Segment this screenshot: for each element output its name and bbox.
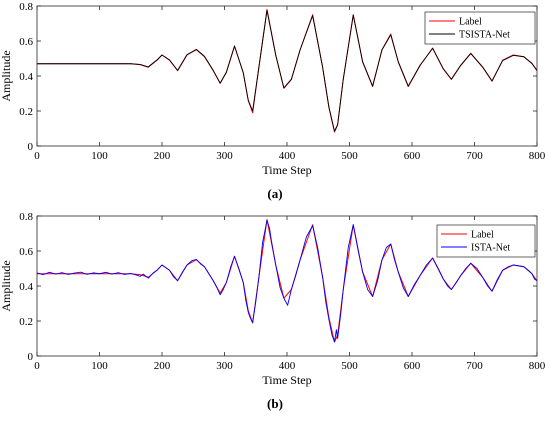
y-axis-label: Amplitude (0, 260, 13, 311)
x-tick-label: 700 (466, 150, 483, 162)
x-tick-label: 500 (341, 360, 358, 372)
x-tick-label: 300 (216, 150, 233, 162)
y-tick-label: 0.4 (19, 71, 33, 83)
series-line-ista-net (36, 219, 538, 343)
x-tick-label: 700 (466, 360, 483, 372)
x-tick-label: 100 (91, 150, 108, 162)
x-tick-label: 800 (529, 150, 546, 162)
panel-label: (a) (267, 186, 282, 201)
y-tick-label: 0 (28, 351, 34, 363)
x-tick-label: 300 (216, 360, 233, 372)
y-tick-label: 0.2 (19, 316, 33, 328)
panel-label: (b) (267, 396, 283, 411)
x-tick-label: 0 (34, 360, 40, 372)
chart-panel-a: 0 100 200 300 400 500 600 700 800 0 0.2 0.4 0.6 0.8 Ti… (0, 1, 546, 201)
x-axis-label: Time Step (262, 373, 311, 387)
y-axis-label: Amplitude (0, 50, 13, 101)
x-tick-label: 200 (154, 360, 171, 372)
x-tick-label: 600 (404, 150, 421, 162)
y-tick-label: 0 (28, 141, 34, 153)
legend-label: Label (471, 230, 494, 241)
x-tick-label: 0 (34, 150, 40, 162)
series-line-tsista-net (37, 9, 538, 132)
legend-label: TSISTA-Net (459, 30, 510, 41)
y-tick-label: 0.8 (19, 1, 33, 13)
x-axis-label: Time Step (262, 163, 311, 177)
y-tick-label: 0.6 (19, 36, 33, 48)
x-tick-label: 400 (279, 360, 296, 372)
x-tick-label: 600 (404, 360, 421, 372)
legend-label: Label (459, 17, 482, 28)
legend-label: ISTA-Net (471, 243, 510, 254)
legend-box (436, 224, 536, 258)
x-tick-label: 100 (91, 360, 108, 372)
y-tick-label: 0.8 (19, 211, 33, 223)
x-tick-label: 500 (341, 150, 358, 162)
y-tick-label: 0.2 (19, 106, 33, 118)
legend-box (424, 11, 536, 45)
x-tick-label: 200 (154, 150, 171, 162)
x-tick-label: 400 (279, 150, 296, 162)
chart-panel-b: 0 100 200 300 400 500 600 700 800 0 0.2 0.4 0.6 0.8 Ti… (0, 211, 546, 411)
y-tick-label: 0.4 (19, 281, 33, 293)
x-tick-label: 800 (529, 360, 546, 372)
y-tick-label: 0.6 (19, 246, 33, 258)
